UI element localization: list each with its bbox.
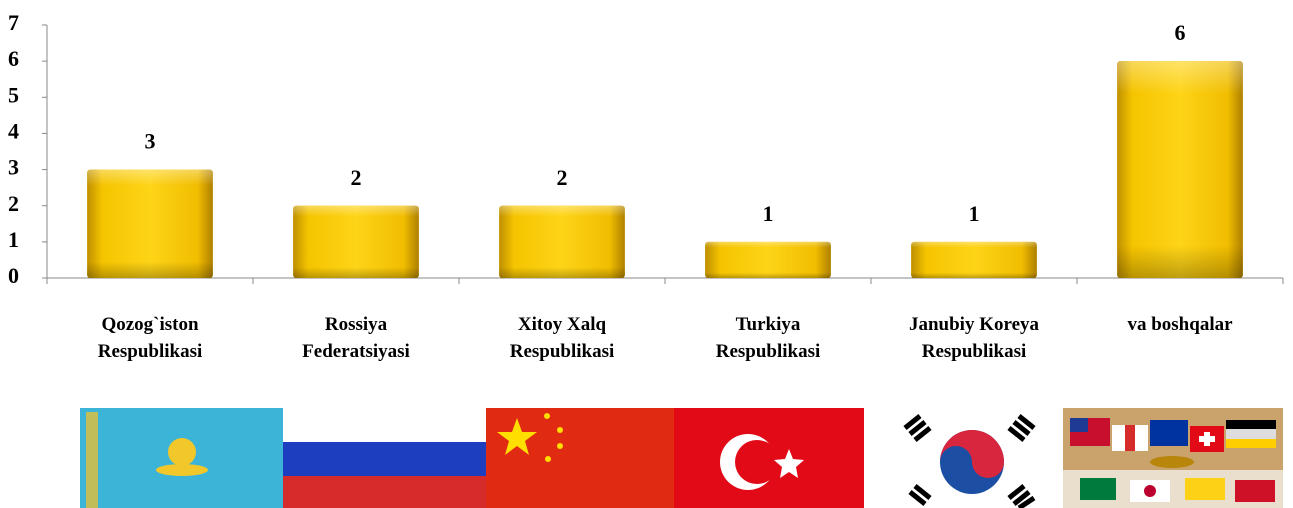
- bar-highlight: [705, 242, 831, 278]
- bar-group: [87, 170, 213, 278]
- bar-highlight: [499, 206, 625, 278]
- bar-highlight: [87, 170, 213, 278]
- value-label: 1: [969, 201, 980, 226]
- y-tick-label: 1: [8, 227, 19, 252]
- y-tick-label: 0: [8, 263, 19, 288]
- flag-turkey: [674, 408, 864, 508]
- y-tick-label: 3: [8, 155, 19, 180]
- x-tick-label: Janubiy Koreya Respublikasi: [889, 311, 1059, 365]
- x-tick-label: Xitoy Xalq Respublikasi: [477, 311, 647, 365]
- x-tick-label: Qozog`iston Respublikasi: [65, 311, 235, 365]
- flags-collage: [1063, 408, 1283, 508]
- value-label: 2: [351, 165, 362, 190]
- flag-china: [486, 408, 674, 508]
- value-label: 2: [557, 165, 568, 190]
- flag-russia: [283, 408, 486, 508]
- bar-highlight: [293, 206, 419, 278]
- page: {"chart_data": {"type": "bar", "categori…: [0, 0, 1293, 508]
- x-tick-label: Turkiya Respublikasi: [683, 311, 853, 365]
- bar-group: [1117, 61, 1243, 278]
- bar-group: [499, 206, 625, 278]
- bar-highlight: [911, 242, 1037, 278]
- y-tick-label: 7: [8, 10, 19, 35]
- bar-group: [293, 206, 419, 278]
- bar-highlight: [1117, 61, 1243, 278]
- value-label: 6: [1175, 20, 1186, 45]
- x-tick-label: va boshqalar: [1095, 311, 1265, 338]
- y-tick-label: 4: [8, 118, 19, 143]
- chart: 0 1 2 3 4 5 6 7 3 2 2 1 1 6: [0, 0, 1293, 508]
- y-tick-label: 5: [8, 82, 19, 107]
- y-tick-label: 2: [8, 191, 19, 216]
- y-tick-label: 6: [8, 46, 19, 71]
- x-tick-label: Rossiya Federatsiyasi: [271, 311, 441, 365]
- bar-group: [705, 242, 831, 278]
- bar-group: [911, 242, 1037, 278]
- flag-kazakhstan: [80, 408, 283, 508]
- flag-korea: [898, 408, 1050, 508]
- value-label: 3: [145, 129, 156, 154]
- value-label: 1: [763, 201, 774, 226]
